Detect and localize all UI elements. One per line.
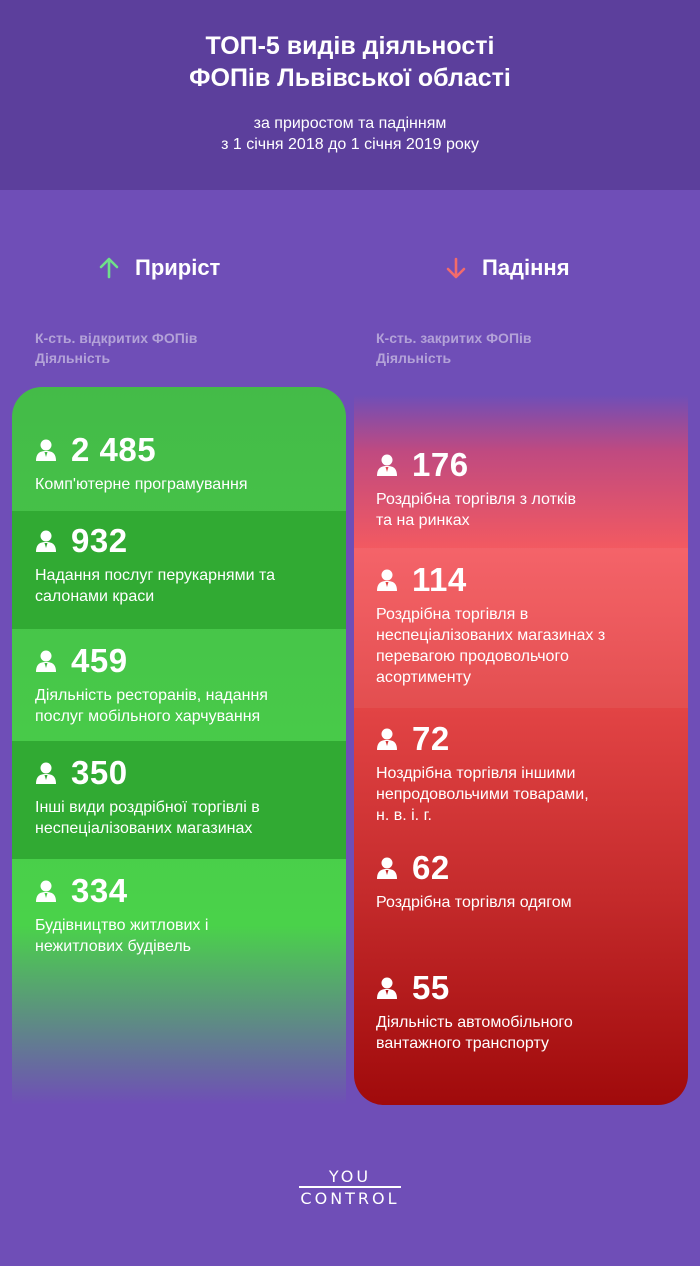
growth-item: 2 485 Комп'ютерне програмування <box>12 431 346 495</box>
arrow-down-icon <box>446 257 466 279</box>
person-icon <box>36 439 56 461</box>
decline-item-value: 72 <box>412 720 450 757</box>
title-line-1: ТОП-5 видів діяльності <box>205 32 495 60</box>
decline-heading-label: Падіння <box>482 255 570 280</box>
growth-column-legend: К-сть. відкритих ФОПів Діяльність <box>35 328 197 368</box>
growth-item-value: 932 <box>71 522 128 559</box>
growth-item-label: Комп'ютерне програмування <box>35 476 248 493</box>
decline-item-value: 62 <box>412 849 450 886</box>
decline-item: 62 Роздрібна торгівля одягом <box>354 849 688 913</box>
decline-count-legend: К-сть. закритих ФОПів <box>376 330 532 346</box>
growth-item-label: Надання послуг перукарнями та салонами к… <box>35 567 276 605</box>
person-icon <box>36 530 56 552</box>
decline-item-label: Роздрібна торгівля в неспеціалізованих м… <box>376 606 606 686</box>
decline-item-label: Роздрібна торгівля з лотків та на ринках <box>376 491 576 529</box>
person-icon <box>377 977 397 999</box>
person-icon <box>377 569 397 591</box>
growth-item-label: Інші види роздрібної торгівлі в неспеціа… <box>35 799 260 837</box>
growth-item-value: 2 485 <box>71 431 157 468</box>
person-icon <box>36 762 56 784</box>
decline-item: 114 Роздрібна торгівля в неспеціалізован… <box>354 548 688 708</box>
decline-heading: Падіння <box>443 250 570 286</box>
decline-item-label: Роздрібна торгівля одягом <box>376 894 572 911</box>
growth-item-label: Діяльність ресторанів, надання послуг мо… <box>35 687 268 725</box>
decline-item-value: 114 <box>412 561 467 598</box>
youcontrol-logo: YOU CONTROL <box>299 1167 401 1208</box>
decline-item-label: Ноздрібна торгівля іншими непродовольчим… <box>376 765 589 824</box>
growth-activity-legend: Діяльність <box>35 350 111 366</box>
decline-item: 176 Роздрібна торгівля з лотків та на ри… <box>354 446 688 531</box>
decline-column: 176 Роздрібна торгівля з лотків та на ри… <box>354 395 688 1105</box>
person-icon <box>377 728 397 750</box>
person-icon <box>377 857 397 879</box>
subtitle-line-2: з 1 січня 2018 до 1 січня 2019 року <box>221 136 479 153</box>
growth-item-value: 334 <box>71 872 128 909</box>
decline-item-value: 55 <box>412 969 450 1006</box>
title-line-2: ФОПів Львівської області <box>189 64 511 92</box>
growth-item-value: 350 <box>71 754 128 791</box>
growth-item-label: Будівництво житлових і нежитлових будіве… <box>35 917 209 955</box>
decline-item: 55 Діяльність автомобільного вантажного … <box>354 969 688 1054</box>
growth-item-value: 459 <box>71 642 128 679</box>
decline-item: 72 Ноздрібна торгівля іншими непродоволь… <box>354 720 688 826</box>
logo-divider <box>299 1186 401 1188</box>
decline-item-value: 176 <box>412 446 469 483</box>
growth-item: 334 Будівництво житлових і нежитлових бу… <box>12 872 346 957</box>
growth-item: 459 Діяльність ресторанів, надання послу… <box>12 629 346 741</box>
decline-activity-legend: Діяльність <box>376 350 452 366</box>
logo-line-2: CONTROL <box>300 1189 400 1208</box>
person-icon <box>36 880 56 902</box>
decline-item-label: Діяльність автомобільного вантажного тра… <box>376 1014 573 1052</box>
growth-count-legend: К-сть. відкритих ФОПів <box>35 330 198 346</box>
page-title: ТОП-5 видів діяльності ФОПів Львівської … <box>0 30 700 94</box>
growth-item: 350 Інші види роздрібної торгівлі в несп… <box>12 741 346 859</box>
subtitle-line-1: за приростом та падінням <box>253 115 447 132</box>
growth-heading-label: Приріст <box>135 255 221 280</box>
page-subtitle: за приростом та падінням з 1 січня 2018 … <box>0 113 700 155</box>
decline-column-legend: К-сть. закритих ФОПів Діяльність <box>376 328 532 368</box>
growth-item: 932 Надання послуг перукарнями та салона… <box>12 511 346 629</box>
growth-column: 2 485 Комп'ютерне програмування 932 Нада… <box>12 387 346 1105</box>
header: ТОП-5 видів діяльності ФОПів Львівської … <box>0 0 700 190</box>
person-icon <box>36 650 56 672</box>
logo-line-1: YOU <box>328 1167 372 1186</box>
person-icon <box>377 454 397 476</box>
arrow-up-icon <box>99 257 119 279</box>
growth-heading: Приріст <box>96 250 220 286</box>
